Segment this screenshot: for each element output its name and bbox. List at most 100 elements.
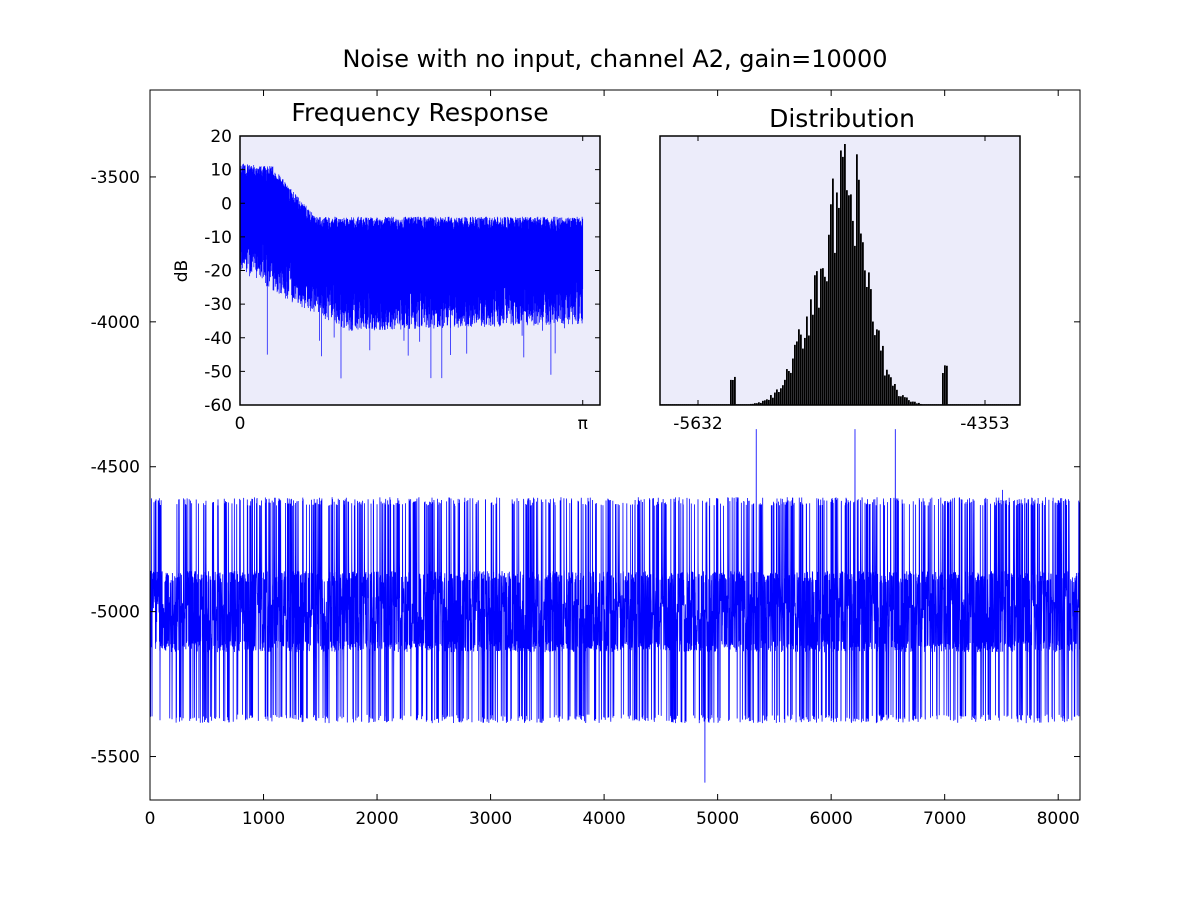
distribution-bar (914, 401, 916, 405)
distribution-bar (892, 385, 894, 405)
distribution-bar (778, 392, 780, 405)
frequency-response-title: Frequency Response (291, 98, 548, 127)
distribution-bar (784, 379, 786, 405)
distribution-bar (806, 316, 808, 405)
distribution-bar (894, 383, 896, 405)
main-y-tick-label: -5500 (91, 748, 140, 768)
distribution-bar (800, 334, 802, 405)
distribution-bar (822, 268, 824, 405)
distribution-bar (772, 397, 774, 405)
distribution-bar (852, 220, 854, 405)
frequency-response-y-tick-label: 20 (210, 127, 232, 147)
distribution-series (660, 144, 1020, 405)
main-x-tick-label: 4000 (582, 809, 625, 829)
main-x-tick-label: 7000 (923, 809, 966, 829)
distribution-bar (856, 154, 858, 405)
distribution-bar (850, 194, 852, 405)
distribution-bar (870, 289, 872, 405)
distribution-bar (782, 385, 784, 405)
main-y-tick-label: -4000 (91, 313, 140, 333)
frequency-response-y-tick-label: 10 (210, 161, 232, 181)
distribution-bar (786, 369, 788, 405)
distribution-bar (858, 179, 860, 405)
frequency-response-y-tick-label: -60 (204, 396, 232, 416)
distribution-bar (810, 299, 812, 405)
distribution-bar (776, 389, 778, 405)
distribution-bar (826, 281, 828, 405)
distribution-bar (876, 329, 878, 405)
distribution-bar (840, 150, 842, 405)
distribution-bar (758, 402, 760, 405)
distribution-bar (816, 271, 818, 405)
distribution-bar (768, 399, 770, 405)
distribution-bar (788, 371, 790, 405)
frequency-response-y-tick-label: -10 (204, 228, 232, 248)
distribution-bar (900, 396, 902, 405)
frequency-response-y-tick-label: -50 (204, 362, 232, 382)
distribution-bar (882, 345, 884, 405)
distribution-bar (780, 388, 782, 405)
distribution-bar (824, 276, 826, 405)
distribution-bar (756, 403, 758, 405)
main-y-tick-label: -4500 (91, 458, 140, 478)
distribution-bar (878, 330, 880, 405)
frequency-response-y-tick-label: -30 (204, 295, 232, 315)
main-chart-title: Noise with no input, channel A2, gain=10… (342, 45, 887, 73)
main-y-tick-label: -5000 (91, 603, 140, 623)
main-x-tick-label: 8000 (1037, 809, 1080, 829)
distribution-bar (802, 348, 804, 405)
distribution-bar (912, 401, 914, 405)
distribution-bar (774, 392, 776, 405)
distribution-bar (794, 344, 796, 405)
main-x-tick-label: 1000 (242, 809, 285, 829)
distribution-bar (734, 376, 736, 405)
distribution-bar (732, 379, 734, 405)
frequency-response-x-tick-label: π (578, 414, 588, 434)
distribution-bar (764, 400, 766, 405)
distribution-bar (906, 397, 908, 405)
distribution-bar (834, 252, 836, 405)
distribution-bar (762, 400, 764, 405)
distribution-bar (830, 204, 832, 405)
distribution-bar (818, 307, 820, 405)
distribution-frame (659, 135, 1021, 406)
main-y-axis: -5500 -5000 -4500 -4000 -3500 (91, 168, 1080, 768)
distribution-bar (888, 374, 890, 405)
distribution-bar (848, 195, 850, 405)
main-x-tick-label: 5000 (696, 809, 739, 829)
distribution-bar (792, 358, 794, 405)
distribution-bar (820, 268, 822, 405)
distribution-bar (754, 403, 756, 405)
distribution-bar (812, 314, 814, 405)
main-x-tick-label: 2000 (355, 809, 398, 829)
main-plot: 0 1000 2000 3000 4000 5000 6000 7000 8000 -5500-… (91, 89, 1081, 829)
distribution-bar (814, 275, 816, 405)
main-x-tick-label: 0 (145, 809, 156, 829)
distribution-bar (860, 233, 862, 405)
distribution-bar (866, 286, 868, 405)
distribution-bar (916, 403, 918, 405)
frequency-response-y-tick-label: 0 (221, 194, 232, 214)
distribution-bar (760, 402, 762, 405)
distribution-title: Distribution (769, 104, 915, 133)
distribution-bar (770, 395, 772, 405)
main-series-line (149, 429, 1081, 783)
distribution-bar (790, 372, 792, 405)
distribution-bar (884, 375, 886, 405)
distribution-inset: Distribution -5632 -4353 (659, 104, 1021, 434)
distribution-bar (902, 395, 904, 405)
distribution-bar (886, 369, 888, 405)
main-y-tick-label: -3500 (91, 168, 140, 188)
distribution-bar (874, 335, 876, 405)
frequency-response-y-axis: 20 10 0 -10 -20 -30 -40 -50 -60 (204, 127, 600, 416)
distribution-bar (946, 365, 948, 405)
main-series-path (149, 429, 1081, 783)
frequency-response-y-tick-label: -40 (204, 329, 232, 349)
distribution-bar (896, 389, 898, 405)
distribution-x-axis: -5632 -4353 (673, 136, 1010, 434)
distribution-bar (872, 321, 874, 405)
